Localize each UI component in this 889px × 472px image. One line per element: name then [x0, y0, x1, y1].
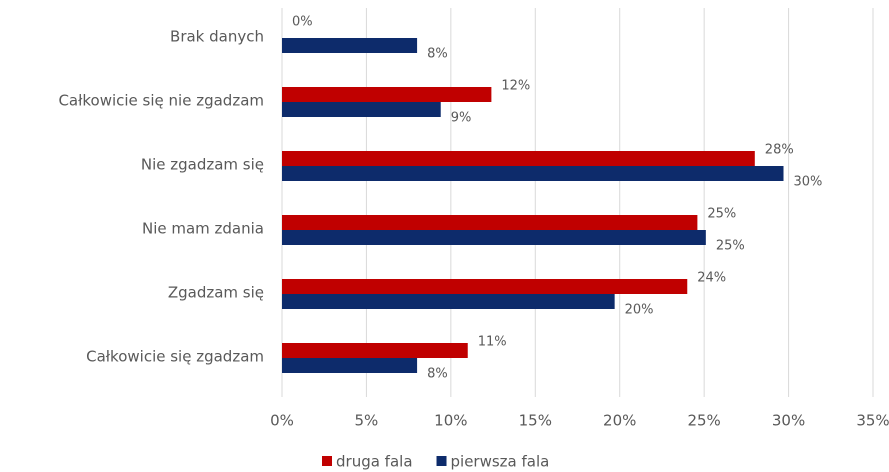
data-label: 25%: [707, 207, 736, 222]
x-tick-label: 10%: [434, 412, 467, 430]
data-label: 9%: [451, 111, 472, 126]
data-label: 30%: [794, 175, 823, 190]
bar: [282, 38, 418, 53]
data-label: 28%: [765, 143, 794, 158]
legend-swatch: [322, 456, 332, 466]
bar: [282, 87, 492, 102]
data-label: 20%: [625, 303, 654, 318]
data-label: 11%: [478, 335, 507, 350]
x-tick-label: 0%: [270, 412, 294, 430]
x-tick-label: 20%: [603, 412, 636, 430]
bar: [282, 102, 441, 117]
bar: [282, 166, 784, 181]
y-tick-label: Nie zgadzam się: [141, 156, 264, 174]
y-tick-label: Całkowicie się zgadzam: [86, 348, 264, 366]
data-label: 8%: [427, 367, 448, 382]
bar: [282, 358, 418, 373]
x-tick-label: 25%: [687, 412, 720, 430]
bar: [282, 294, 615, 309]
x-tick-label: 30%: [772, 412, 805, 430]
y-tick-label: Brak danych: [170, 28, 264, 46]
x-tick-label: 35%: [856, 412, 889, 430]
legend-label: druga fala: [336, 453, 413, 471]
bar: [282, 151, 755, 166]
bar: [282, 279, 688, 294]
legend-label: pierwsza fala: [451, 453, 550, 471]
y-tick-label: Nie mam zdania: [142, 220, 264, 238]
data-label: 12%: [501, 79, 530, 94]
data-label: 25%: [716, 239, 745, 254]
data-label: 0%: [292, 15, 313, 30]
x-tick-label: 15%: [519, 412, 552, 430]
bar: [282, 215, 698, 230]
data-label: 8%: [427, 47, 448, 62]
bar: [282, 343, 468, 358]
x-tick-label: 5%: [355, 412, 379, 430]
legend-swatch: [436, 456, 447, 466]
bar: [282, 230, 706, 245]
data-label: 24%: [697, 271, 726, 286]
y-tick-label: Zgadzam się: [168, 284, 264, 302]
y-tick-label: Całkowicie się nie zgadzam: [58, 92, 264, 110]
